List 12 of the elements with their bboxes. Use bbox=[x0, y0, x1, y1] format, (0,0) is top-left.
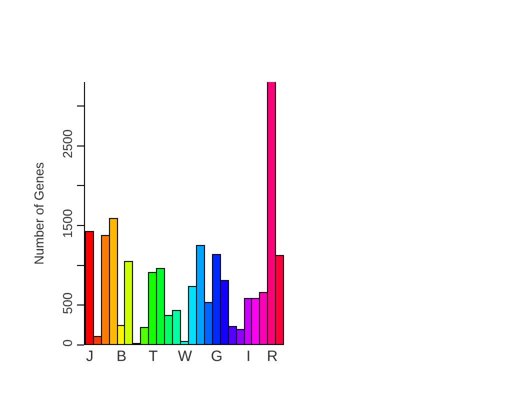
x-tick-label: B bbox=[116, 348, 127, 365]
x-tick-label: G bbox=[210, 348, 223, 365]
y-tick-label: 500 bbox=[60, 292, 75, 314]
x-tick-label: J bbox=[86, 348, 94, 365]
y-axis-title: Number of Genes bbox=[32, 162, 47, 265]
y-tick-label: 2500 bbox=[60, 129, 75, 158]
x-tick-label: T bbox=[148, 348, 158, 365]
y-tick-label: 0 bbox=[60, 339, 75, 347]
y-tick-label: 1500 bbox=[60, 209, 75, 238]
x-tick-label: W bbox=[178, 348, 193, 365]
x-tick-label: R bbox=[266, 348, 278, 365]
x-tick-label: I bbox=[246, 348, 251, 365]
